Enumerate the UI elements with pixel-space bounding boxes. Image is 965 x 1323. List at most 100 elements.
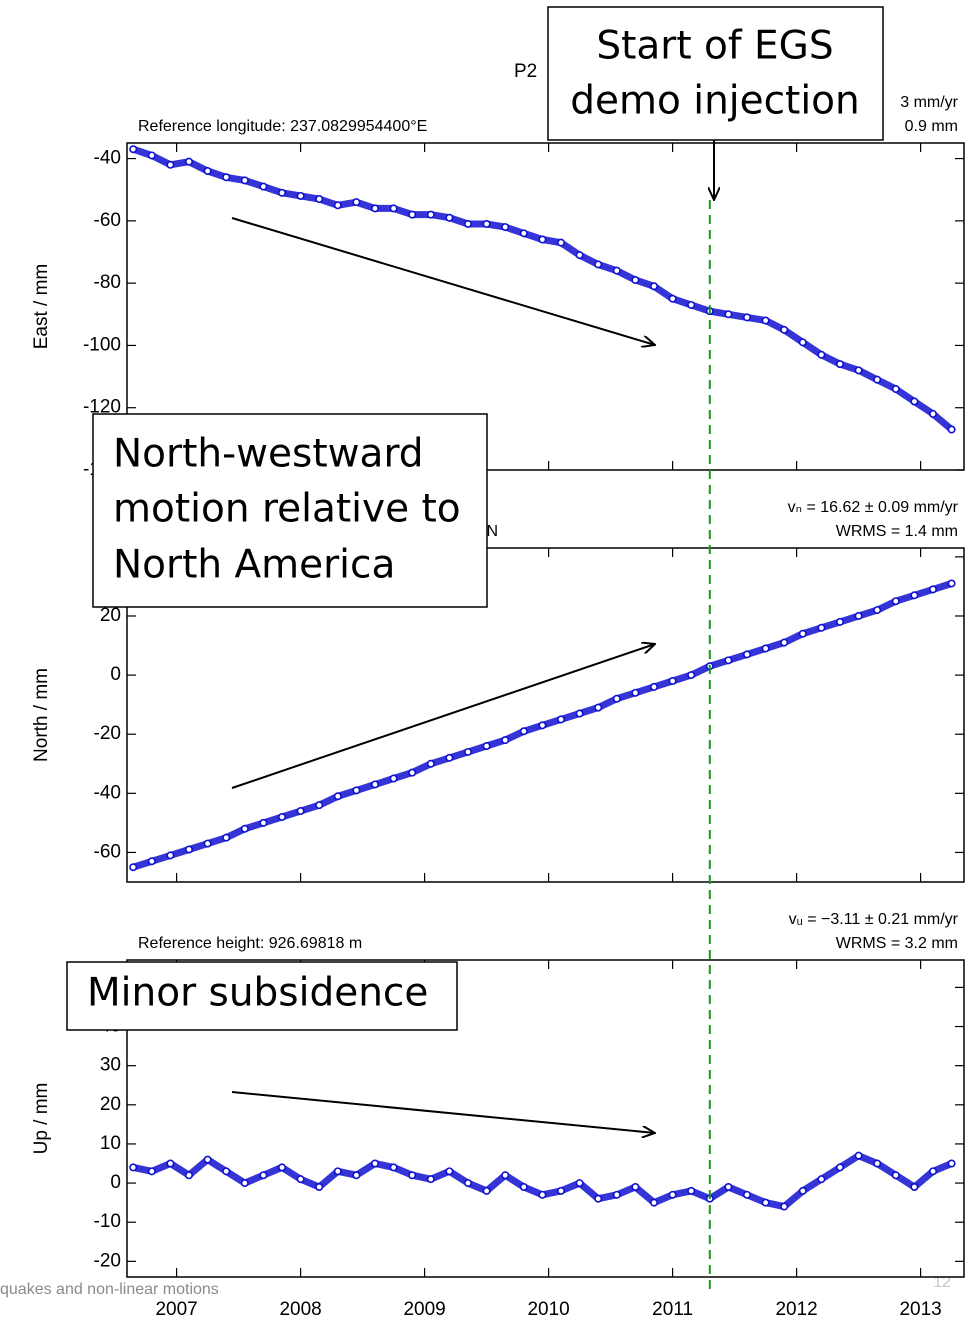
- data-point: [631, 688, 640, 697]
- data-point: [519, 1182, 528, 1191]
- data-point: [352, 1171, 361, 1180]
- series: [129, 579, 956, 872]
- data-point: [575, 1179, 584, 1188]
- data-point: [947, 579, 956, 588]
- chart-title: P2: [514, 61, 537, 82]
- data-point: [835, 1163, 844, 1172]
- data-point: [259, 1171, 268, 1180]
- data-point: [742, 650, 751, 659]
- x-tick-label: 2011: [652, 1299, 693, 1320]
- data-point: [259, 818, 268, 827]
- data-point: [333, 792, 342, 801]
- y-axis-label: Up / mm: [31, 1083, 52, 1155]
- data-point: [389, 774, 398, 783]
- data-point: [724, 656, 733, 665]
- data-point: [687, 1186, 696, 1195]
- data-point: [538, 235, 547, 244]
- data-point: [594, 260, 603, 269]
- data-point: [761, 316, 770, 325]
- trend-arrow: [231, 217, 655, 345]
- data-point: [166, 160, 175, 169]
- stat-label: WRMS = 3.2 mm: [836, 935, 958, 952]
- data-point: [277, 188, 286, 197]
- data-point: [612, 694, 621, 703]
- series: [129, 1151, 956, 1211]
- data-point: [798, 1186, 807, 1195]
- data-point: [482, 219, 491, 228]
- data-point: [445, 1167, 454, 1176]
- data-point: [426, 210, 435, 219]
- data-point: [556, 715, 565, 724]
- callout-box: [92, 413, 488, 608]
- data-point: [370, 1159, 379, 1168]
- y-axis-label: East / mm: [31, 264, 52, 350]
- data-point: [891, 597, 900, 606]
- data-point: [575, 251, 584, 260]
- data-point: [352, 198, 361, 207]
- data-point: [742, 313, 751, 322]
- data-point: [315, 1182, 324, 1191]
- stat-label: vₙ = 16.62 ± 0.09 mm/yr: [788, 499, 959, 516]
- data-point: [519, 229, 528, 238]
- data-point: [724, 310, 733, 319]
- data-point: [854, 366, 863, 375]
- data-point: [203, 167, 212, 176]
- y-axis-label: North / mm: [31, 668, 52, 762]
- data-point: [352, 786, 361, 795]
- data-point: [668, 677, 677, 686]
- callout: Start of EGS demo injection: [547, 6, 884, 141]
- data-point: [222, 833, 231, 842]
- data-point: [185, 1171, 194, 1180]
- data-point: [947, 1159, 956, 1168]
- data-point: [501, 223, 510, 232]
- data-point: [333, 1167, 342, 1176]
- data-point: [910, 591, 919, 600]
- data-point: [780, 325, 789, 334]
- data-point: [687, 300, 696, 309]
- data-point: [538, 1190, 547, 1199]
- data-point: [315, 195, 324, 204]
- reference-label: Reference longitude: 237.0829954400°E: [138, 118, 427, 135]
- callout-text: Start of EGS: [596, 24, 833, 69]
- data-point: [780, 1202, 789, 1211]
- data-point: [185, 157, 194, 166]
- data-point: [463, 747, 472, 756]
- data-point: [891, 385, 900, 394]
- y-tick-label: -10: [94, 1211, 121, 1232]
- data-point: [798, 629, 807, 638]
- data-point: [147, 857, 156, 866]
- data-point: [668, 1190, 677, 1199]
- trend-arrow: [231, 1091, 655, 1133]
- data-point: [463, 1179, 472, 1188]
- y-tick-label: -20: [94, 723, 121, 744]
- data-point: [575, 709, 584, 718]
- data-point: [873, 1159, 882, 1168]
- data-point: [873, 606, 882, 615]
- y-tick-label: -40: [94, 148, 121, 169]
- x-tick-label: 2012: [775, 1299, 817, 1320]
- data-point: [240, 176, 249, 185]
- y-tick-label: 10: [100, 1133, 121, 1154]
- data-point: [687, 671, 696, 680]
- data-point: [780, 638, 789, 647]
- data-point: [463, 219, 472, 228]
- data-point: [873, 375, 882, 384]
- data-point: [222, 1167, 231, 1176]
- data-point: [556, 1186, 565, 1195]
- y-tick-label: 20: [100, 1094, 121, 1115]
- callout: North-westward motion relative to North …: [92, 413, 488, 608]
- data-point: [482, 742, 491, 751]
- y-tick-label: -80: [94, 272, 121, 293]
- callout-box: [66, 961, 458, 1031]
- page-number: 12: [933, 1274, 951, 1291]
- data-point: [426, 759, 435, 768]
- data-point: [166, 1159, 175, 1168]
- plot-frame: [126, 547, 965, 883]
- arrows: [231, 140, 714, 1133]
- y-tick-label: 30: [100, 1055, 121, 1076]
- data-point: [928, 1167, 937, 1176]
- x-tick-label: 2010: [527, 1299, 569, 1320]
- data-point: [817, 350, 826, 359]
- data-point: [612, 266, 621, 275]
